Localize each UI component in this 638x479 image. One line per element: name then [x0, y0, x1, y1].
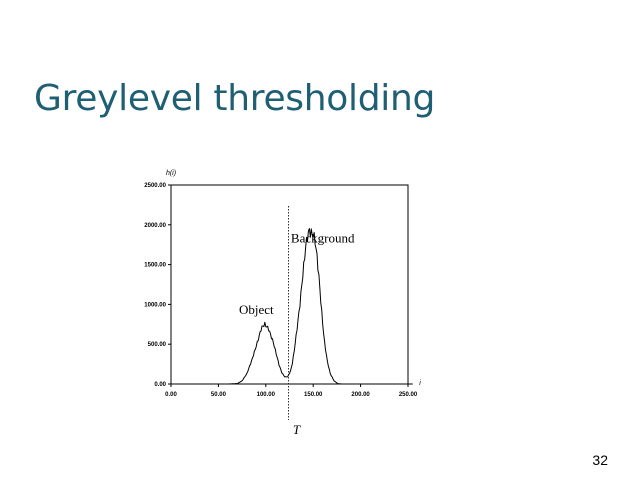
plot-frame — [170, 184, 409, 385]
y-tick-label: 1500.00 — [144, 263, 166, 269]
x-tick-label: 50.00 — [211, 392, 227, 398]
x-tick-label: 250.00 — [399, 392, 418, 398]
x-axis-label: i — [419, 380, 421, 387]
y-tick-label: 0.00 — [154, 382, 166, 388]
y-tick-label: 2500.00 — [144, 183, 166, 189]
y-tick-label: 1000.00 — [144, 302, 166, 308]
axes — [168, 184, 409, 387]
x-tick-label: 200.00 — [351, 392, 370, 398]
chart-labels: 0.00 500.00 1000.00 1500.00 2000.00 2500.00 0.… — [144, 170, 421, 437]
x-tick-label: 100.00 — [257, 392, 276, 398]
annotation-background: Background — [291, 230, 355, 245]
plot-area — [171, 206, 413, 420]
annotation-object: Object — [239, 302, 274, 317]
page-number: 32 — [592, 452, 608, 468]
x-tick-label: 150.00 — [304, 392, 323, 398]
y-tick-label: 2000.00 — [144, 223, 166, 229]
x-tick-label: 0.00 — [165, 392, 177, 398]
y-tick-label: 500.00 — [148, 342, 167, 348]
threshold-label: T — [293, 422, 301, 437]
slide-title: Greylevel thresholding — [34, 78, 436, 119]
histogram-series-line — [171, 228, 413, 385]
y-axis-label: h(i) — [166, 170, 176, 177]
